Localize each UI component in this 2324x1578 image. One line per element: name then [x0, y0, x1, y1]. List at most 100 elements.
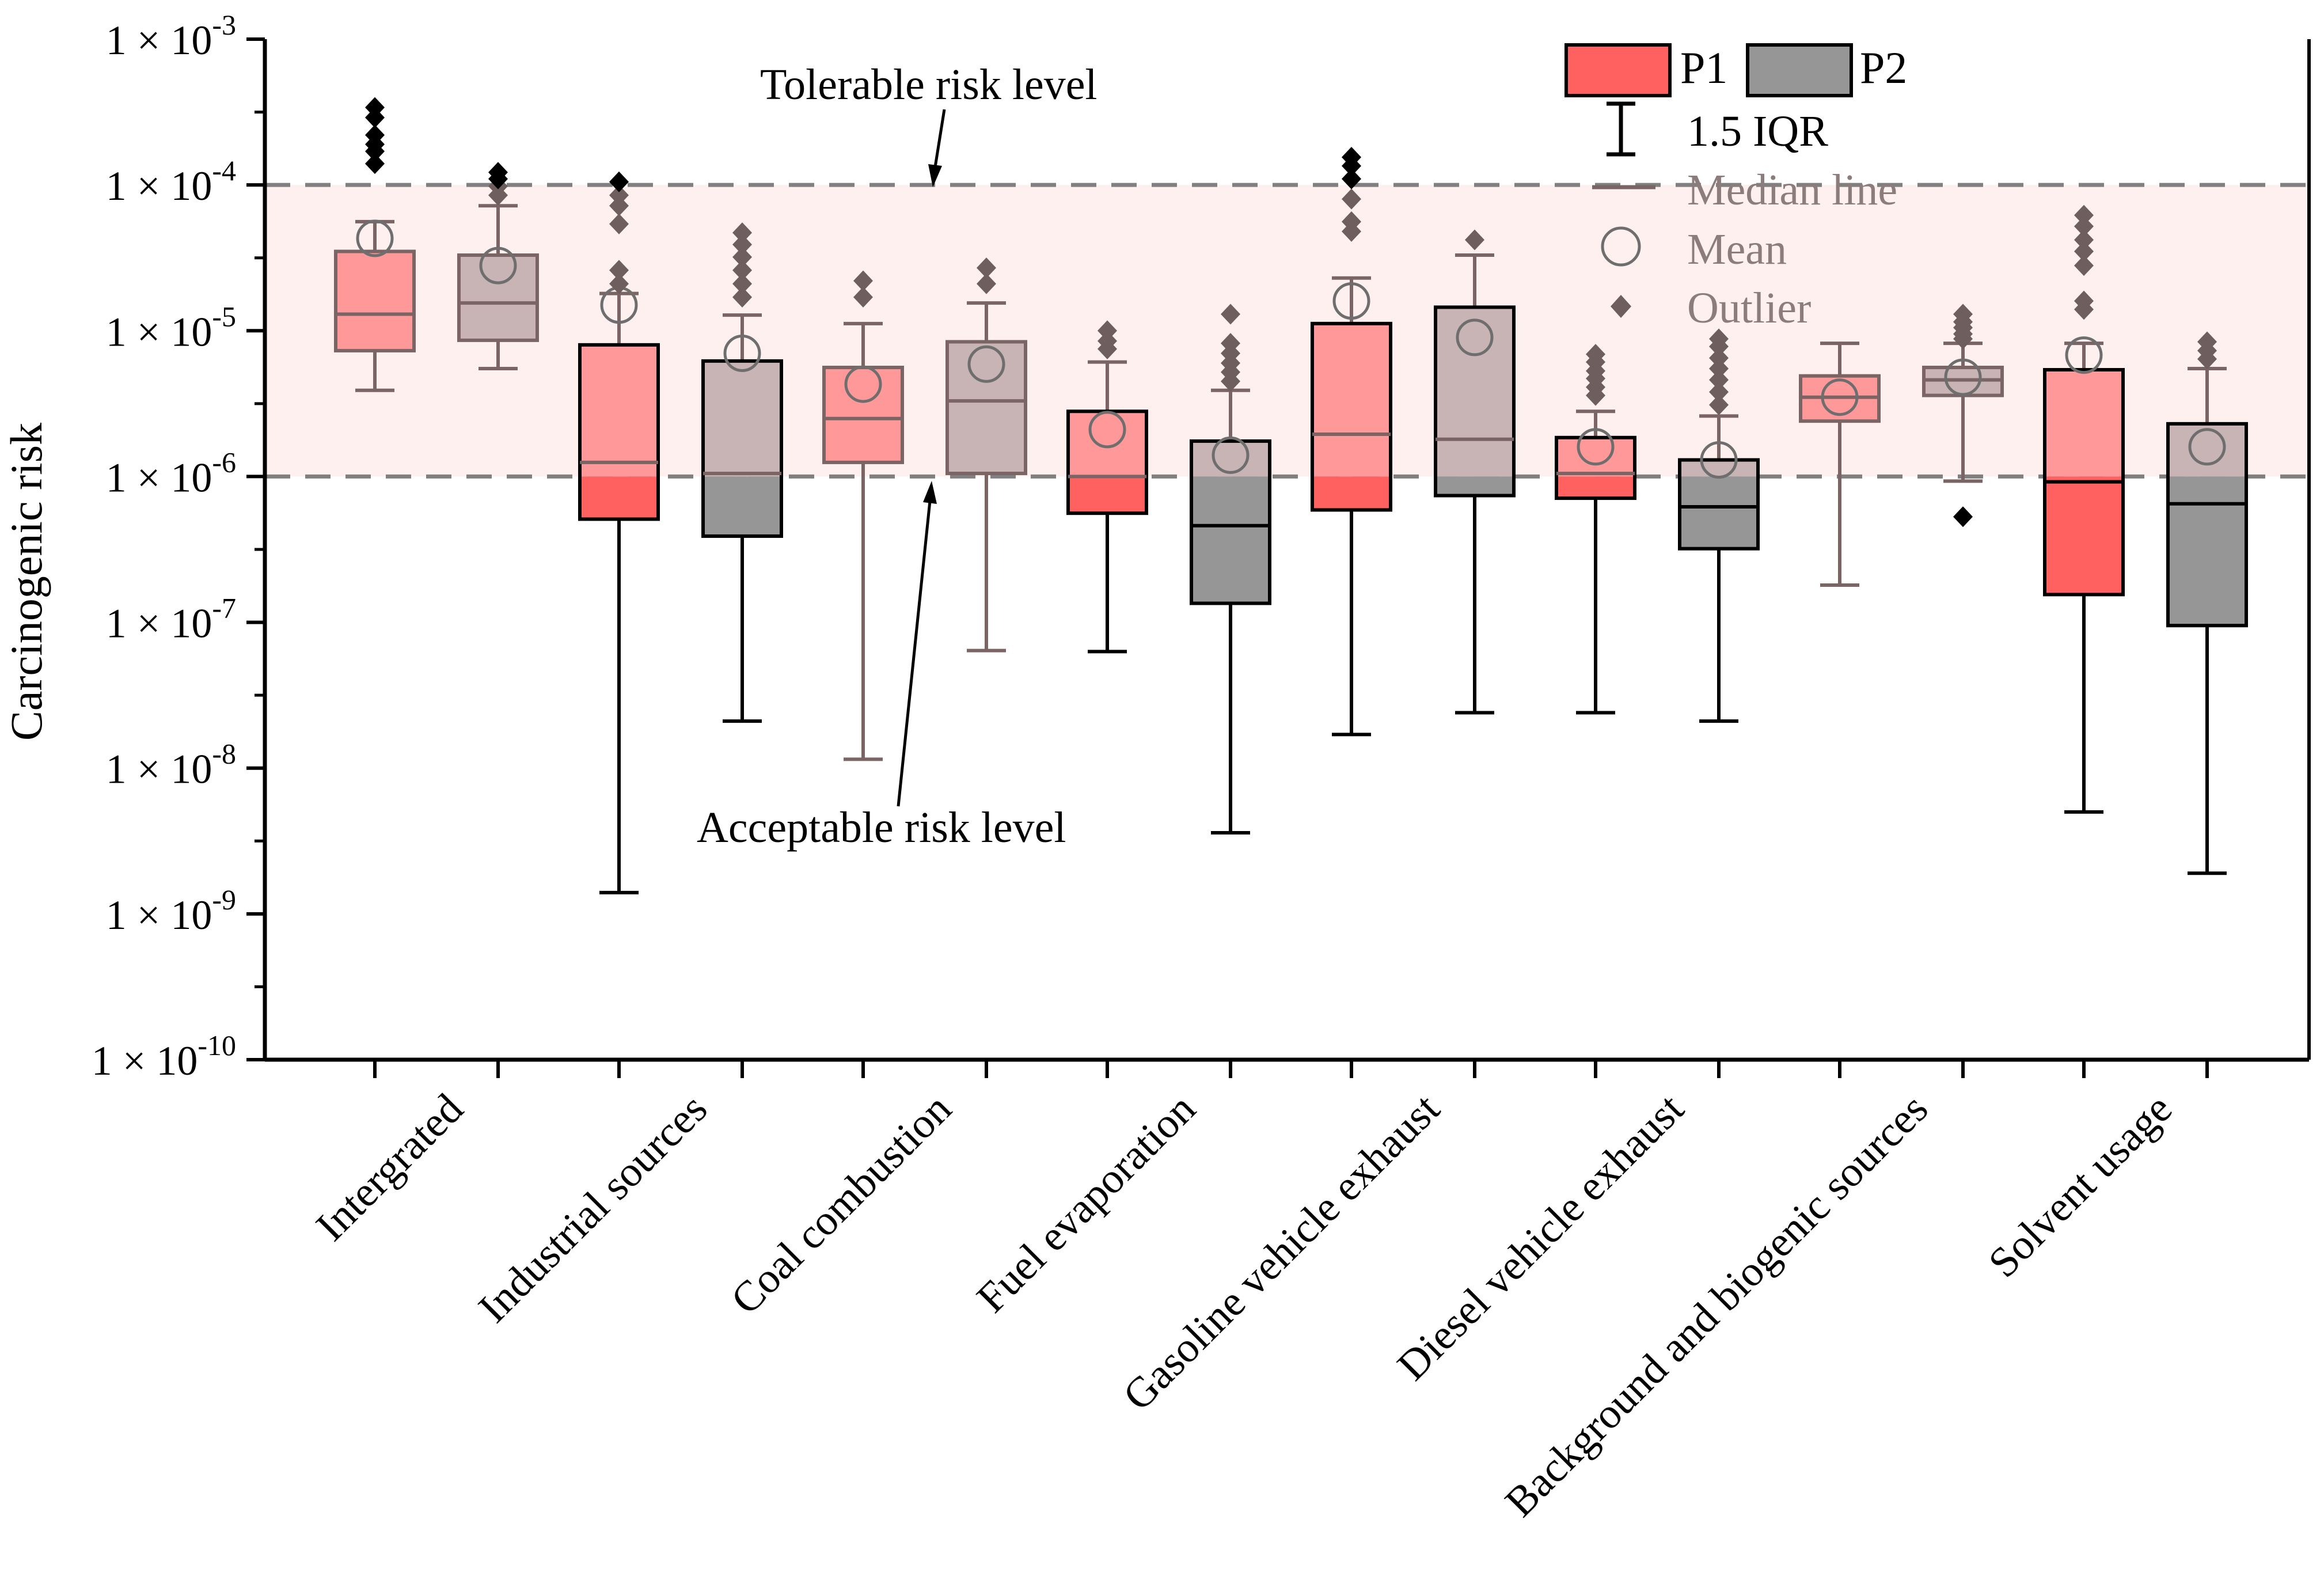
outlier-marker: [2074, 216, 2094, 237]
box-upper: [336, 251, 414, 351]
box-lower: [1556, 476, 1635, 499]
mean-marker: [1944, 358, 1982, 396]
tolerable-risk-label: Tolerable risk level: [760, 60, 1098, 109]
box-p1-3: [1066, 320, 1148, 654]
outlier-marker: [488, 162, 508, 183]
y-axis-ticks: 1 × 10-3 1 × 10-4 1 × 10-5 1 × 10-6 1 × 10-7…: [92, 9, 265, 1084]
mean-marker: [1700, 441, 1738, 479]
outlier-marker: [2074, 290, 2094, 312]
legend-label-p1: P1: [1680, 43, 1727, 93]
box-lower: [1191, 476, 1270, 604]
box-lower: [1312, 476, 1391, 510]
box-upper: [1436, 307, 1514, 477]
outlier-marker: [1098, 320, 1117, 342]
legend-label-median: Median line: [1687, 166, 1897, 214]
y-tick-label: 1 × 10-9: [106, 883, 236, 938]
y-axis-title: Carcinogenic risk: [1, 423, 51, 741]
box-outline: [334, 249, 416, 352]
box-lower: [1068, 476, 1146, 514]
tolerable-arrow: [928, 109, 946, 187]
outlier-marker: [1221, 333, 1240, 354]
outlier-marker: [365, 124, 385, 146]
outlier-marker: [1709, 358, 1729, 380]
box-lower: [2168, 476, 2246, 626]
outlier-marker: [1465, 229, 1484, 251]
box-p2-5: [1678, 328, 1760, 723]
box-upper: [459, 255, 537, 340]
y-tick-label: 1 × 10-7: [106, 592, 236, 647]
outlier-marker: [732, 286, 752, 308]
outlier-marker: [1342, 168, 1361, 189]
box-p1-6: [1799, 342, 1881, 587]
box-outline: [1434, 305, 1516, 498]
outlier-marker: [609, 273, 629, 294]
outlier-marker: [365, 97, 385, 118]
outlier-marker: [1709, 381, 1729, 403]
legend-outlier-symbol: [1611, 295, 1631, 318]
mean-marker: [1456, 318, 1494, 356]
legend-label-outlier: Outlier: [1687, 284, 1811, 332]
outlier-marker: [977, 257, 996, 279]
box-lower: [580, 476, 658, 519]
y-tick-label: 1 × 10-8: [106, 738, 236, 792]
box-upper: [1191, 441, 1270, 477]
box-p1-0: [334, 97, 416, 392]
outlier-marker: [2074, 229, 2094, 251]
risk-band: [265, 185, 2309, 477]
box-upper: [1068, 411, 1146, 477]
outlier-marker: [609, 260, 629, 281]
outlier-marker: [609, 195, 629, 217]
mean-marker: [2065, 336, 2103, 374]
legend-iqr-symbol: [1607, 101, 1635, 157]
boxes-layer: [334, 97, 2248, 894]
outlier-marker: [1953, 304, 1973, 325]
box-outline: [578, 343, 660, 521]
box-lower: [703, 476, 781, 536]
box-upper: [2168, 423, 2246, 477]
box-outline: [945, 340, 1027, 476]
outlier-marker: [1953, 506, 1973, 528]
legend-label-iqr: 1.5 IQR: [1687, 107, 1828, 155]
box-p1-7: [2043, 204, 2125, 814]
box-p2-0: [457, 162, 539, 371]
outlier-marker: [977, 273, 996, 294]
outlier-marker: [732, 273, 752, 294]
y-tick-label: 1 × 10-4: [106, 154, 236, 209]
outlier-marker: [609, 185, 629, 206]
box-outline: [1311, 321, 1392, 512]
mean-marker: [1088, 411, 1126, 449]
outlier-marker: [732, 246, 752, 268]
outlier-marker: [2074, 255, 2094, 276]
box-lower: [1436, 476, 1514, 496]
box-outline: [1190, 439, 1271, 605]
y-tick-label: 1 × 10-5: [106, 300, 236, 355]
box-upper: [2045, 370, 2123, 477]
box-p1-1: [578, 171, 660, 894]
outlier-marker: [1342, 211, 1361, 232]
outlier-marker: [609, 213, 629, 234]
outlier-marker: [1342, 146, 1361, 168]
outlier-marker: [1709, 369, 1729, 390]
box-upper: [947, 342, 1026, 474]
box-outline: [2166, 422, 2248, 628]
box-upper: [824, 367, 902, 462]
mean-marker: [1821, 378, 1859, 416]
acceptable-arrow: [897, 481, 937, 807]
y-tick-label: 1 × 10-6: [106, 446, 236, 500]
outlier-marker: [732, 260, 752, 281]
box-upper: [1312, 323, 1391, 477]
box-lower: [2045, 476, 2123, 595]
box-p1-2: [822, 270, 904, 761]
legend-label-mean: Mean: [1687, 225, 1787, 274]
outlier-marker: [1709, 328, 1729, 350]
outlier-marker: [1586, 344, 1605, 365]
outlier-marker: [853, 270, 873, 291]
box-outline: [1678, 458, 1760, 551]
outlier-marker: [2074, 204, 2094, 226]
acceptable-risk-label: Acceptable risk level: [697, 803, 1066, 852]
box-p1-4: [1311, 146, 1392, 737]
legend: P1 P2 1.5 IQR Median line Mean Outlier: [1564, 43, 1907, 332]
box-outline: [701, 359, 783, 538]
outlier-marker: [365, 153, 385, 175]
